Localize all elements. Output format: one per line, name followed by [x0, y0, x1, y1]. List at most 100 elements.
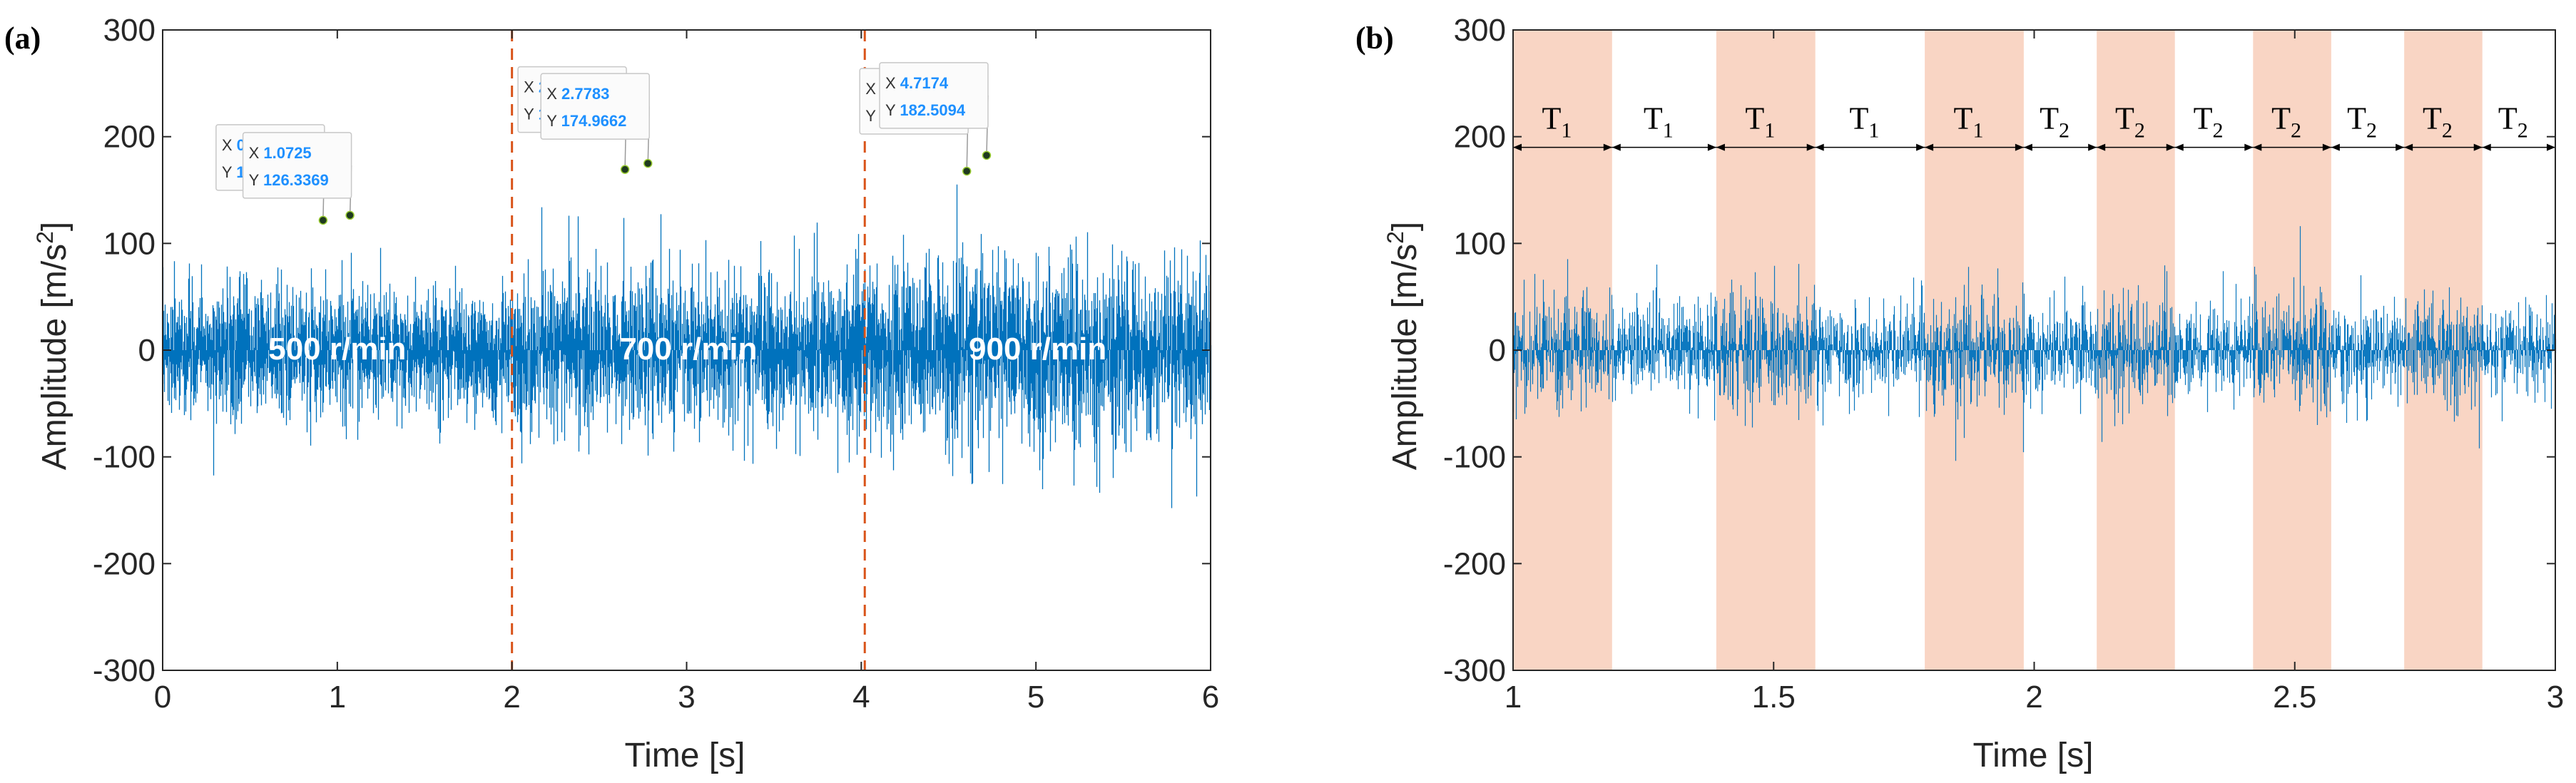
panel-a-datatip-box	[242, 132, 352, 199]
a-y-tick-label: 0	[138, 333, 156, 368]
panel-a-datatip[interactable]: X 2.7783 Y 174.9662	[540, 73, 653, 168]
a-x-tick-label: 5	[1027, 680, 1044, 715]
panel-b-period-label: T2	[2347, 101, 2377, 143]
panel-b-period-marker: T2	[2331, 101, 2405, 151]
panel-b-y-axis-label-exponent: 2	[1383, 231, 1408, 244]
panel-b-period-arrowhead-right	[1806, 143, 1816, 151]
panel-b: (b) T1 T1 T1 T1 T1 T2 T2 T2 T2 T2 T2 T2 1 1.5 2 2.5 3 -…	[1355, 13, 2564, 774]
panel-b-x-ticks: 1 1.5 2 2.5 3	[1505, 30, 2564, 715]
panel-b-period-arrowhead-left	[2404, 143, 2413, 151]
panel-b-period-arrowhead-right	[2322, 143, 2331, 151]
b-x-tick-label: 2	[2025, 680, 2042, 715]
a-y-tick-label: -200	[93, 546, 156, 581]
panel-b-period-label: T2	[2040, 101, 2070, 143]
panel-b-period-label: T2	[2423, 101, 2453, 143]
panel-a-datatip-marker[interactable]	[318, 215, 328, 225]
panel-a-segment-label: 500 r/min	[268, 332, 406, 367]
panel-a-segment-label: 700 r/min	[619, 332, 757, 367]
panel-a-datatip[interactable]: X 4.7174 Y 182.5094	[879, 62, 992, 160]
panel-a-datatip-y: Y 182.5094	[885, 101, 966, 119]
panel-a-datatip-x: X 1.0725	[249, 144, 312, 162]
panel-a-datatip[interactable]: X 1.0725 Y 126.3369	[242, 132, 355, 220]
b-x-tick-label: 1.5	[1752, 680, 1796, 715]
b-y-tick-label: 200	[1454, 120, 1506, 155]
a-x-tick-label: 3	[678, 680, 695, 715]
panel-b-period-arrowhead-right	[1916, 143, 1925, 151]
a-x-tick-label: 1	[329, 680, 346, 715]
panel-b-period-arrowhead-left	[2174, 143, 2184, 151]
panel-b-period-marker: T2	[2482, 101, 2555, 151]
panel-b-period-arrowhead-left	[1815, 143, 1824, 151]
panel-b-period-label: T1	[1849, 101, 1879, 143]
panel-a-x-ticks: 0 1 2 3 4 5 6	[154, 30, 1219, 715]
panel-a-segment-dividers	[511, 30, 866, 670]
b-y-tick-label: 0	[1489, 333, 1506, 368]
panel-a-segment-labels: 500 r/min 700 r/min 900 r/min	[268, 332, 1106, 367]
a-x-tick-label: 6	[1202, 680, 1219, 715]
panel-b-y-axis-label-close: ]	[1386, 222, 1424, 231]
panel-b-period-arrowhead-right	[2015, 143, 2024, 151]
a-y-tick-label: 100	[103, 226, 156, 261]
panel-b-period-markers: T1 T1 T1 T1 T1 T2 T2 T2 T2 T2 T2 T2	[1513, 101, 2555, 151]
panel-b-period-arrowhead-right	[1603, 143, 1612, 151]
panel-b-y-axis-label-main: Amplitude [m/s	[1386, 244, 1424, 470]
panel-b-period-label: T2	[2271, 101, 2301, 143]
panel-b-label: (b)	[1355, 21, 1394, 56]
panel-a-x-axis-label: Time [s]	[625, 737, 745, 774]
a-x-tick-label: 4	[852, 680, 870, 715]
panel-b-period-arrowhead-left	[1925, 143, 1934, 151]
panel-b-period-arrowhead-left	[1612, 143, 1621, 151]
panel-b-y-ticks: -300 -200 -100 0 100 200 300	[1443, 13, 2555, 688]
panel-a-datatip-box	[540, 73, 650, 140]
panel-b-period-arrowhead-left	[2097, 143, 2106, 151]
panel-a-datatip-marker[interactable]	[345, 210, 355, 220]
b-y-tick-label: -100	[1443, 440, 1506, 475]
panel-b-period-label: T1	[1954, 101, 1984, 143]
b-y-tick-label: -300	[1443, 653, 1506, 688]
panel-b-period-arrowhead-right	[1707, 143, 1716, 151]
panel-a-datatip-marker[interactable]	[620, 165, 630, 174]
panel-a-datatip-marker[interactable]	[643, 158, 653, 168]
b-x-tick-label: 1	[1505, 680, 1522, 715]
panel-a-label: (a)	[4, 21, 41, 56]
b-y-tick-label: -200	[1443, 546, 1506, 581]
b-x-tick-label: 3	[2547, 680, 2564, 715]
panel-a-y-axis-label-close: ]	[36, 222, 73, 231]
panel-b-period-arrowhead-right	[2547, 143, 2555, 151]
panel-b-period-label: T2	[2498, 101, 2528, 143]
a-y-tick-label: 200	[103, 120, 156, 155]
panel-b-period-arrowhead-right	[2396, 143, 2405, 151]
panel-a-datatip-marker[interactable]	[982, 150, 992, 160]
panel-b-period-arrowhead-right	[2244, 143, 2254, 151]
panel-a-datatip-y: Y 174.9662	[546, 112, 626, 130]
a-y-tick-label: 300	[103, 13, 156, 48]
panel-b-period-arrowhead-left	[2253, 143, 2262, 151]
panel-a-segment-label: 900 r/min	[969, 332, 1106, 367]
panel-b-period-arrowhead-right	[2166, 143, 2175, 151]
panel-b-period-marker: T2	[2097, 101, 2175, 151]
panel-b-period-marker: T1	[1716, 101, 1816, 151]
a-y-tick-label: -300	[93, 653, 156, 688]
panel-b-period-marker: T2	[2253, 101, 2331, 151]
panel-b-period-arrowhead-left	[2331, 143, 2340, 151]
panel-b-x-axis-label: Time [s]	[1973, 737, 2094, 774]
panel-a-y-axis-label: Amplitude [m/s2]	[32, 222, 73, 471]
panel-b-period-label: T1	[1745, 101, 1775, 143]
panel-a-datatip-y: Y 126.3369	[249, 171, 329, 189]
panel-a-datatip-marker[interactable]	[962, 166, 972, 176]
a-x-tick-label: 2	[503, 680, 520, 715]
panel-a-y-ticks: -300 -200 -100 0 100 200 300	[93, 13, 1211, 688]
panel-b-y-axis-label: Amplitude [m/s2]	[1383, 222, 1424, 471]
panel-b-period-label: T1	[1644, 101, 1674, 143]
panel-b-period-marker: T1	[1815, 101, 1925, 151]
panel-b-period-marker: T1	[1612, 101, 1716, 151]
panel-a-datatip-x: X 2.7783	[546, 85, 609, 103]
panel-a-datatip-x: X 4.7174	[885, 74, 949, 92]
panel-b-period-marker: T1	[1513, 101, 1612, 151]
panel-b-period-arrowhead-left	[2482, 143, 2491, 151]
panel-b-period-marker: T2	[2023, 101, 2097, 151]
panel-b-period-marker: T1	[1925, 101, 2024, 151]
